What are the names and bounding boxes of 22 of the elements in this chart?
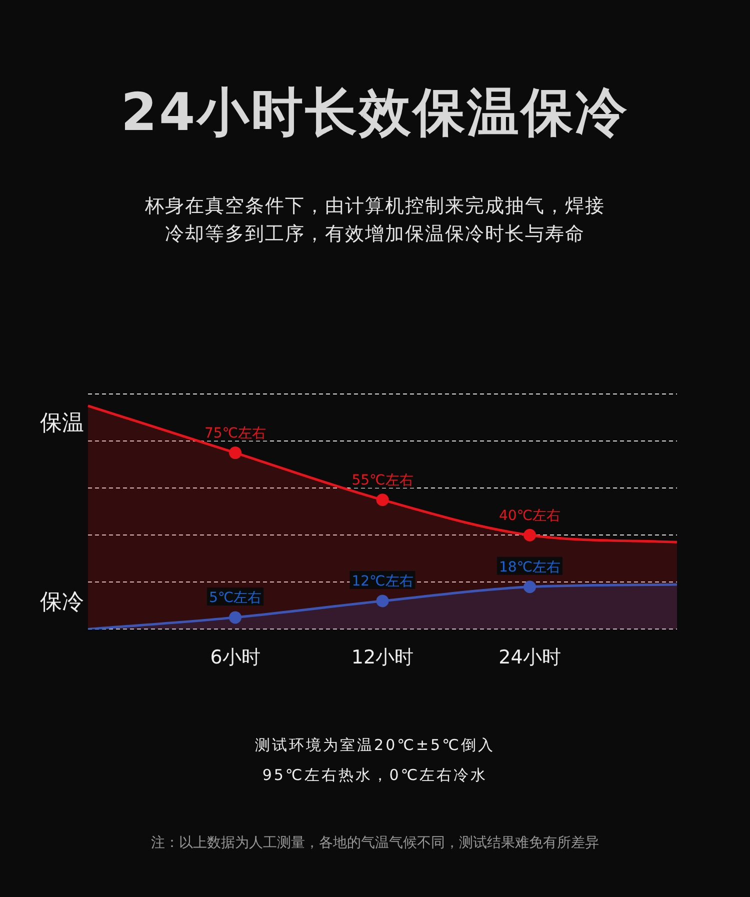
point: [376, 494, 389, 506]
data-label: 40℃左右: [498, 508, 561, 524]
data-label: 75℃左右: [204, 425, 266, 442]
chart-title: 24小时长效保温保冷: [120, 82, 630, 145]
x-tick-label: 24小时: [498, 646, 561, 669]
chart-subtitle: 杯身在真空条件下，由计算机控制来完成抽气，焊接冷却等多到工序，有效增加保温保冷时长与寿命: [144, 194, 606, 247]
point: [376, 594, 389, 608]
x-tick-label: 6小时: [210, 646, 260, 669]
data-label: 55℃左右: [352, 472, 414, 488]
data-label: 12℃左右: [352, 574, 414, 590]
data-label: 18℃左右: [498, 560, 561, 576]
point: [229, 611, 242, 624]
text: 测试环境为室温20℃±5℃倒入: [254, 735, 496, 756]
text: 保温: [40, 410, 84, 438]
text: 95℃左右热水，0℃左右冷水: [261, 765, 489, 786]
text: 保冷: [40, 589, 84, 618]
point: [524, 528, 536, 542]
x-tick-label: 12小时: [351, 646, 414, 669]
text: 注：以上数据为人工测量，各地的气温气候不同，测试结果难免有所差异: [150, 834, 600, 852]
point: [229, 446, 242, 460]
point: [524, 580, 536, 594]
data-label: 5℃左右: [208, 590, 262, 606]
